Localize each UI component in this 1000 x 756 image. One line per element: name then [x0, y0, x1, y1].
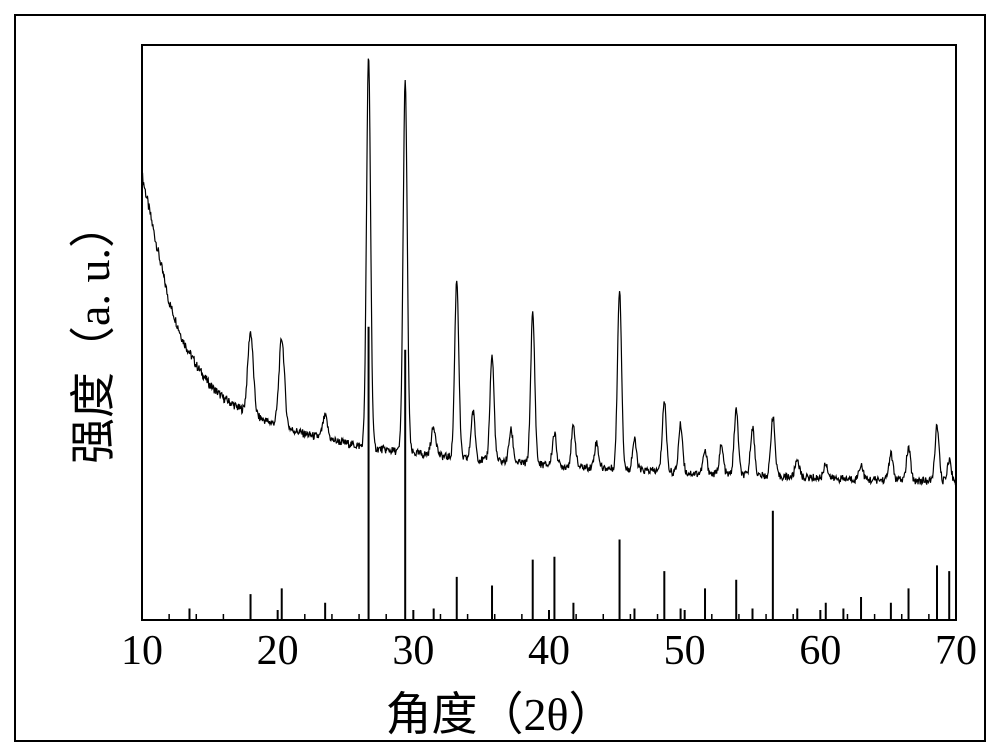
xrd-chart: 10 20 30 40 50 60 70: [0, 0, 1000, 756]
xrd-curve: [142, 59, 956, 485]
x-tick-label: 40: [528, 628, 570, 674]
x-tick-label: 20: [257, 628, 299, 674]
x-axis-label: 角度（2θ）: [0, 678, 1000, 744]
x-tick-label: 50: [664, 628, 706, 674]
y-axis-label: 强度（a. u.）: [57, 183, 123, 483]
x-tick-label: 30: [392, 628, 434, 674]
x-tick-label: 70: [935, 628, 977, 674]
x-tick-label: 10: [121, 628, 163, 674]
x-tick-label: 60: [799, 628, 841, 674]
